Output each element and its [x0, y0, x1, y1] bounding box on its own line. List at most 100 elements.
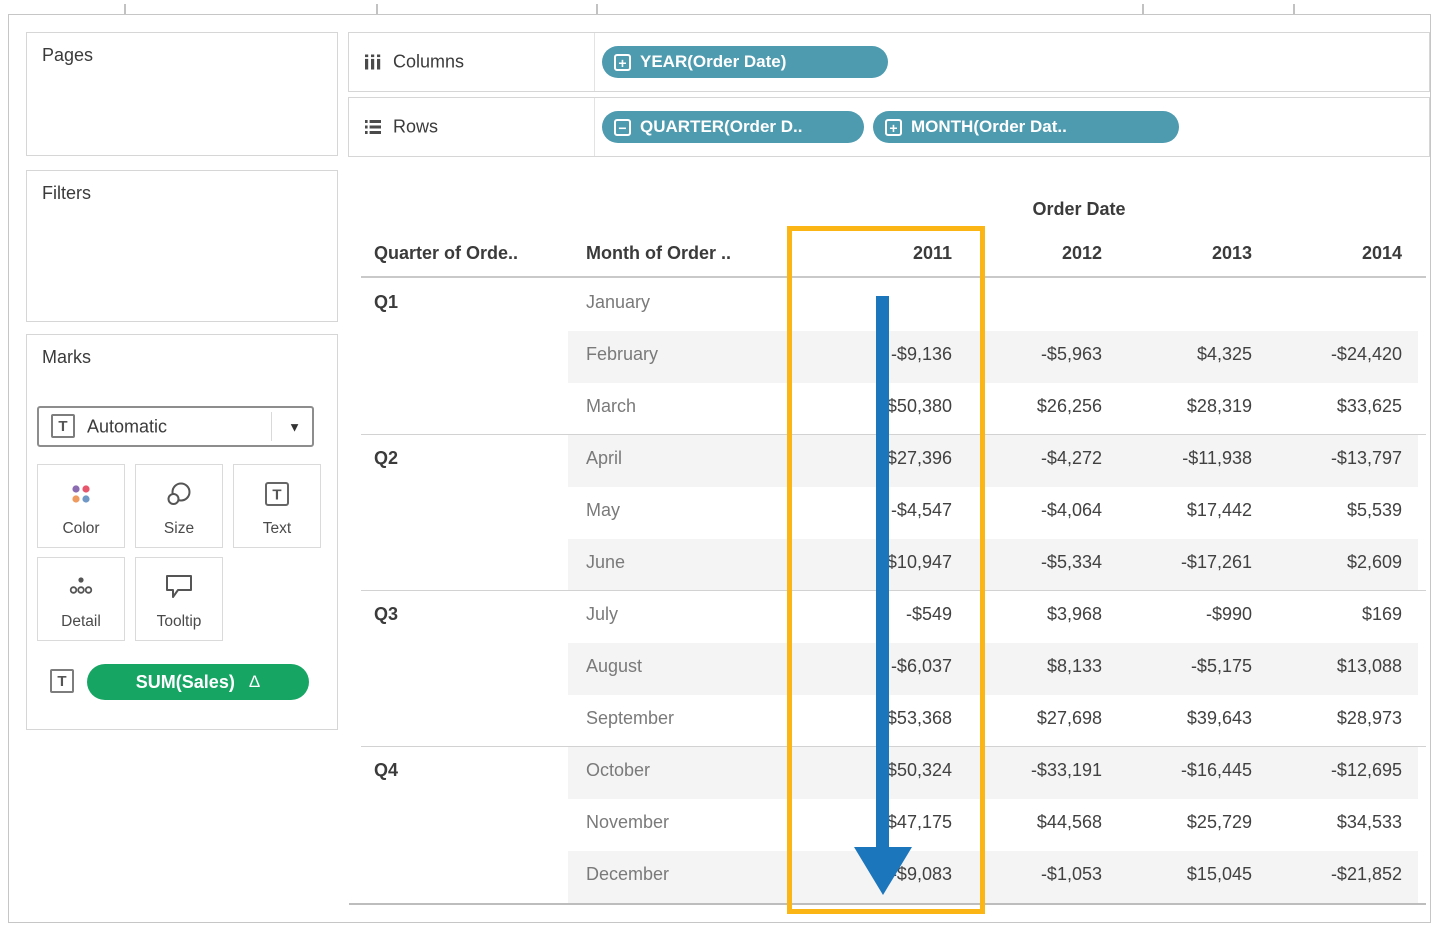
- sales-value-cell[interactable]: -$11,938: [1182, 448, 1252, 468]
- sales-value-cell[interactable]: $8,133: [1046, 656, 1102, 676]
- dropdown-separator: [271, 412, 272, 441]
- month-row-header[interactable]: August: [586, 656, 643, 676]
- sales-value-cell[interactable]: $28,973: [1336, 708, 1402, 728]
- sales-value-cell[interactable]: $44,568: [1036, 812, 1102, 832]
- column-group-label[interactable]: Order Date: [1032, 199, 1126, 219]
- filters-shelf[interactable]: Filters: [26, 170, 338, 322]
- sales-value-cell[interactable]: -$990: [1205, 604, 1252, 624]
- columns-shelf[interactable]: Columns + YEAR(Order Date): [348, 32, 1430, 92]
- quarter-row-header[interactable]: Q4: [374, 760, 399, 780]
- sales-value-cell[interactable]: -$17,261: [1180, 552, 1252, 572]
- table-bottom-rule: [349, 903, 1426, 905]
- text-icon: T: [234, 477, 320, 511]
- sales-value-cell[interactable]: $4,325: [1196, 344, 1252, 364]
- text-mark-icon: T: [51, 414, 75, 438]
- sales-value-cell[interactable]: $25,729: [1186, 812, 1252, 832]
- expand-plus-icon[interactable]: +: [614, 53, 631, 71]
- sales-value-cell[interactable]: -$12,695: [1330, 760, 1402, 780]
- shelf-divider: [594, 33, 595, 91]
- rows-shelf[interactable]: Rows − QUARTER(Order D.. + MONTH(Order Dat.…: [348, 97, 1430, 157]
- sales-value-cell[interactable]: -$33,191: [1030, 760, 1102, 780]
- sales-value-cell[interactable]: $27,698: [1036, 708, 1102, 728]
- month-row-header[interactable]: February: [586, 344, 659, 364]
- sales-value-cell[interactable]: -$4,547: [890, 500, 952, 520]
- caret-down-icon[interactable]: ▼: [288, 419, 301, 434]
- quarter-row-header[interactable]: Q3: [374, 604, 399, 624]
- sales-value-cell[interactable]: -$4,064: [1040, 500, 1102, 520]
- sales-value-cell[interactable]: $13,088: [1336, 656, 1402, 676]
- year-header[interactable]: 2011: [912, 243, 952, 263]
- sales-value-cell[interactable]: -$6,037: [890, 656, 952, 676]
- field-pill[interactable]: − QUARTER(Order D..: [602, 111, 864, 143]
- detail-button[interactable]: Detail: [37, 557, 125, 641]
- shelf-divider: [594, 98, 595, 156]
- field-pill[interactable]: + YEAR(Order Date): [602, 46, 888, 78]
- year-header[interactable]: 2014: [1361, 243, 1402, 263]
- field-pill[interactable]: + MONTH(Order Dat..: [873, 111, 1179, 143]
- sum-sales-pill[interactable]: SUM(Sales) Δ: [87, 664, 309, 700]
- marks-card: Marks T Automatic ▼ Color Size T Text Detail…: [26, 334, 338, 730]
- top-tick: [376, 4, 378, 15]
- year-header[interactable]: 2012: [1061, 243, 1102, 263]
- pages-shelf[interactable]: Pages: [26, 32, 338, 156]
- sales-value-cell[interactable]: $15,045: [1186, 864, 1252, 884]
- sales-value-cell[interactable]: -$13,797: [1330, 448, 1402, 468]
- quarter-column-header[interactable]: Quarter of Orde..: [374, 243, 519, 263]
- month-row-header[interactable]: May: [586, 500, 621, 520]
- filters-shelf-title: Filters: [42, 183, 91, 203]
- sales-value-cell[interactable]: $50,380: [886, 396, 952, 416]
- highlight-box: [787, 226, 985, 914]
- month-column-header[interactable]: Month of Order ..: [586, 243, 731, 263]
- color-button[interactable]: Color: [37, 464, 125, 548]
- month-row-header[interactable]: November: [586, 812, 670, 832]
- text-button[interactable]: T Text: [233, 464, 321, 548]
- sales-value-cell[interactable]: $2,609: [1346, 552, 1402, 572]
- sales-value-cell[interactable]: -$549: [905, 604, 952, 624]
- sales-value-cell[interactable]: -$9,136: [890, 344, 952, 364]
- sales-value-cell[interactable]: $5,539: [1346, 500, 1402, 520]
- sales-value-cell[interactable]: $17,442: [1186, 500, 1252, 520]
- sales-value-cell[interactable]: $33,625: [1336, 396, 1402, 416]
- sales-value-cell[interactable]: -$50,324: [880, 760, 952, 780]
- sales-value-cell[interactable]: -$5,334: [1040, 552, 1102, 572]
- tooltip-button[interactable]: Tooltip: [135, 557, 223, 641]
- month-row-header[interactable]: March: [586, 396, 637, 416]
- sales-value-cell[interactable]: $10,947: [886, 552, 952, 572]
- sales-value-cell[interactable]: -$21,852: [1330, 864, 1402, 884]
- month-row-header[interactable]: September: [586, 708, 675, 728]
- sales-value-cell[interactable]: $47,175: [886, 812, 952, 832]
- sales-value-cell[interactable]: -$24,420: [1330, 344, 1402, 364]
- top-tick: [124, 4, 126, 15]
- mark-type-dropdown[interactable]: T Automatic ▼: [37, 406, 314, 447]
- sales-value-cell[interactable]: $169: [1361, 604, 1402, 624]
- sales-value-cell[interactable]: $39,643: [1186, 708, 1252, 728]
- color-button-label: Color: [62, 520, 100, 537]
- collapse-minus-icon[interactable]: −: [614, 118, 631, 136]
- year-header[interactable]: 2013: [1211, 243, 1252, 263]
- sales-value-cell[interactable]: -$27,396: [880, 448, 952, 468]
- quarter-separator-line: [361, 434, 1426, 435]
- month-row-header[interactable]: June: [586, 552, 626, 572]
- header-underline: [361, 276, 1426, 278]
- size-button[interactable]: Size: [135, 464, 223, 548]
- month-row-header[interactable]: January: [586, 292, 651, 312]
- quarter-separator-line: [361, 746, 1426, 747]
- month-row-header[interactable]: July: [586, 604, 619, 624]
- sales-value-cell[interactable]: $53,368: [886, 708, 952, 728]
- month-row-header[interactable]: December: [586, 864, 670, 884]
- sales-value-cell[interactable]: -$5,963: [1040, 344, 1102, 364]
- month-row-header[interactable]: April: [586, 448, 623, 468]
- quarter-row-header[interactable]: Q1: [374, 292, 399, 312]
- sales-value-cell[interactable]: -$5,175: [1190, 656, 1252, 676]
- quarter-separator-line: [361, 590, 1426, 591]
- sales-value-cell[interactable]: -$1,053: [1040, 864, 1102, 884]
- sales-value-cell[interactable]: $34,533: [1336, 812, 1402, 832]
- expand-plus-icon[interactable]: +: [885, 118, 902, 136]
- sales-value-cell[interactable]: -$4,272: [1040, 448, 1102, 468]
- sales-value-cell[interactable]: $28,319: [1186, 396, 1252, 416]
- sales-value-cell[interactable]: -$16,445: [1180, 760, 1252, 780]
- sales-value-cell[interactable]: $26,256: [1036, 396, 1102, 416]
- quarter-row-header[interactable]: Q2: [374, 448, 399, 468]
- sales-value-cell[interactable]: $3,968: [1046, 604, 1102, 624]
- month-row-header[interactable]: October: [586, 760, 651, 780]
